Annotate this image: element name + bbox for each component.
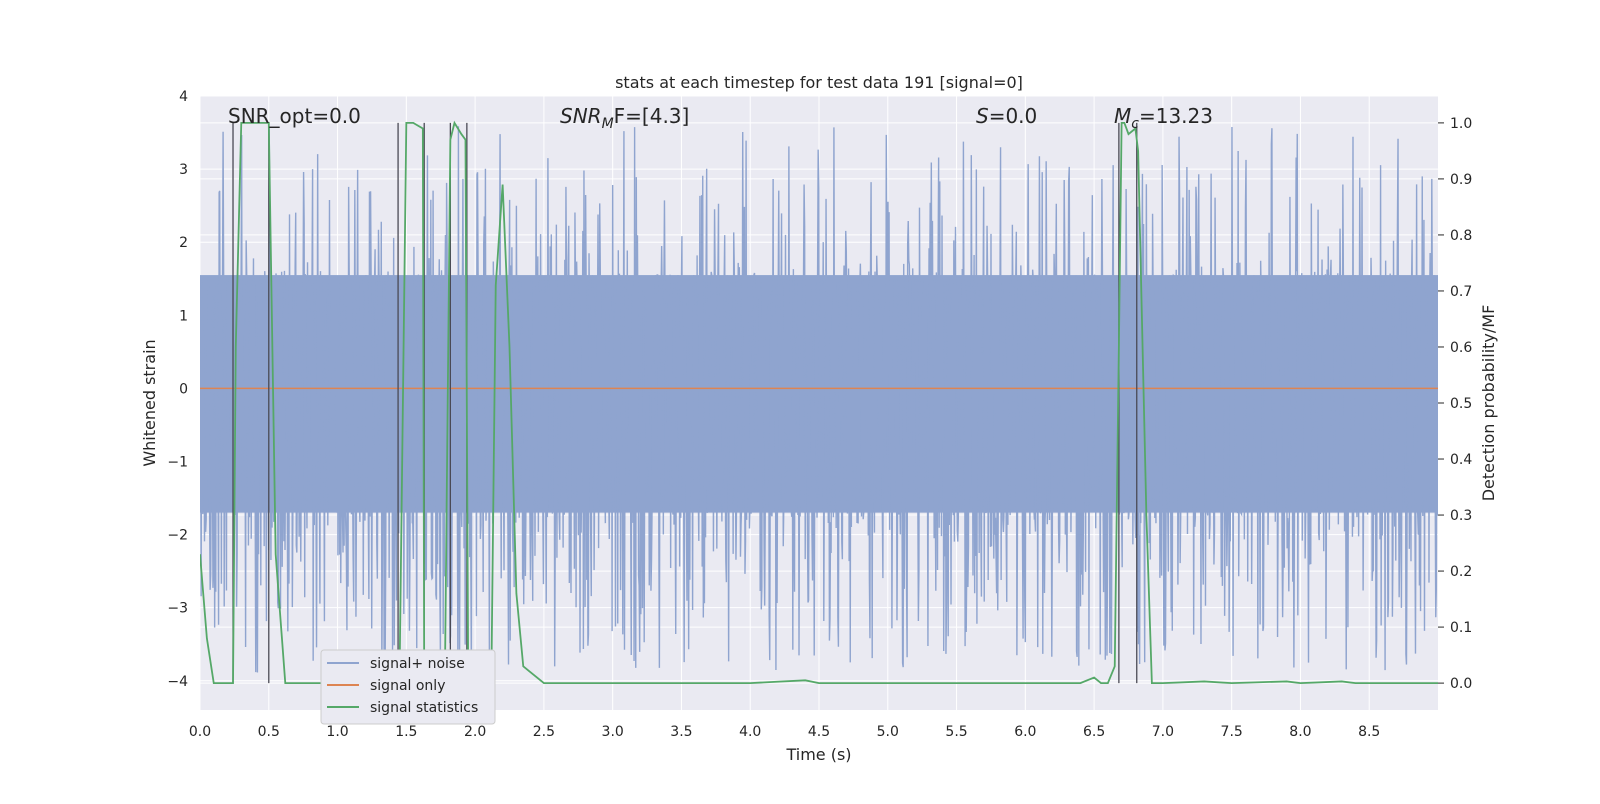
legend-label-signal-only: signal only	[370, 678, 445, 694]
y2-tick-label: 0.6	[1450, 340, 1472, 356]
y2-tick-label: 0.3	[1450, 508, 1472, 524]
y2-tick-label: 0.2	[1450, 564, 1472, 580]
y2-tick-label: 0.9	[1450, 172, 1472, 188]
y-tick-label: 1	[179, 308, 188, 324]
x-tick-label: 4.5	[808, 724, 830, 740]
x-tick-label: 1.5	[395, 724, 417, 740]
annotation-snr-opt: SNR_opt=0.0	[228, 104, 361, 128]
x-tick-label: 0.0	[189, 724, 211, 740]
y2-tick-label: 0.1	[1450, 620, 1472, 636]
y2-axis-label: Detection probability/MF	[1479, 305, 1498, 502]
x-tick-label: 3.0	[602, 724, 624, 740]
chart-title: stats at each timestep for test data 191…	[615, 73, 1023, 92]
noise-line	[200, 126, 1438, 673]
x-tick-label: 5.5	[945, 724, 967, 740]
x-tick-label: 0.5	[258, 724, 280, 740]
x-tick-label: 1.0	[326, 724, 348, 740]
y-axis-ticks: 4 3 2 1 0 −1 −2 −3 −4	[167, 89, 188, 690]
y-axis-label: Whitened strain	[140, 339, 159, 466]
x-tick-label: 4.0	[739, 724, 761, 740]
y2-tick-label: 0.7	[1450, 284, 1472, 300]
y-tick-label: −2	[167, 528, 188, 544]
y2-tick-label: 0.5	[1450, 396, 1472, 412]
y2-tick-label: 0.0	[1450, 676, 1472, 692]
y-tick-label: 0	[179, 381, 188, 397]
legend-label-signal-noise: signal+ noise	[370, 656, 465, 672]
x-tick-label: 3.5	[670, 724, 692, 740]
x-tick-label: 8.5	[1358, 724, 1380, 740]
statistics-line	[200, 120, 1438, 685]
y-tick-label: 4	[179, 89, 188, 105]
x-tick-label: 5.0	[877, 724, 899, 740]
legend-box	[320, 649, 496, 725]
legend-label-signal-statistics: signal statistics	[370, 700, 478, 716]
x-tick-label: 7.0	[1152, 724, 1174, 740]
y2-axis-ticks: 1.0 0.9 0.8 0.7 0.6 0.5 0.4 0.3 0.2 0.1 0.0	[1438, 116, 1472, 692]
y-tick-label: 3	[179, 162, 188, 178]
x-tick-label: 2.5	[533, 724, 555, 740]
annotation-mc: Mc=13.23	[1114, 104, 1213, 132]
y-tick-label: −4	[167, 674, 188, 690]
annotation-snr-mf: SNRMF=[4.3]	[560, 104, 689, 132]
y-tick-label: −3	[167, 601, 188, 617]
x-axis-ticks: 0.0 0.5 1.0 1.5 2.0 2.5 3.0 3.5 4.0 4.5 5.0 5.5 6.0 6…	[189, 724, 1380, 740]
series-signal-statistics	[200, 120, 1438, 685]
x-tick-label: 6.5	[1083, 724, 1105, 740]
series-signal-noise	[200, 126, 1438, 673]
y-tick-label: −1	[167, 454, 188, 470]
annotation-s: S=0.0	[976, 104, 1037, 128]
x-tick-label: 2.0	[464, 724, 486, 740]
y2-tick-label: 0.4	[1450, 452, 1472, 468]
legend: signal+ noise signal only signal statist…	[320, 649, 496, 725]
x-tick-label: 7.5	[1221, 724, 1243, 740]
x-tick-label: 6.0	[1014, 724, 1036, 740]
y-tick-label: 2	[179, 235, 188, 251]
y2-tick-label: 1.0	[1450, 116, 1472, 132]
y2-tick-label: 0.8	[1450, 228, 1472, 244]
x-tick-label: 8.0	[1289, 724, 1311, 740]
x-axis-label: Time (s)	[785, 745, 851, 764]
